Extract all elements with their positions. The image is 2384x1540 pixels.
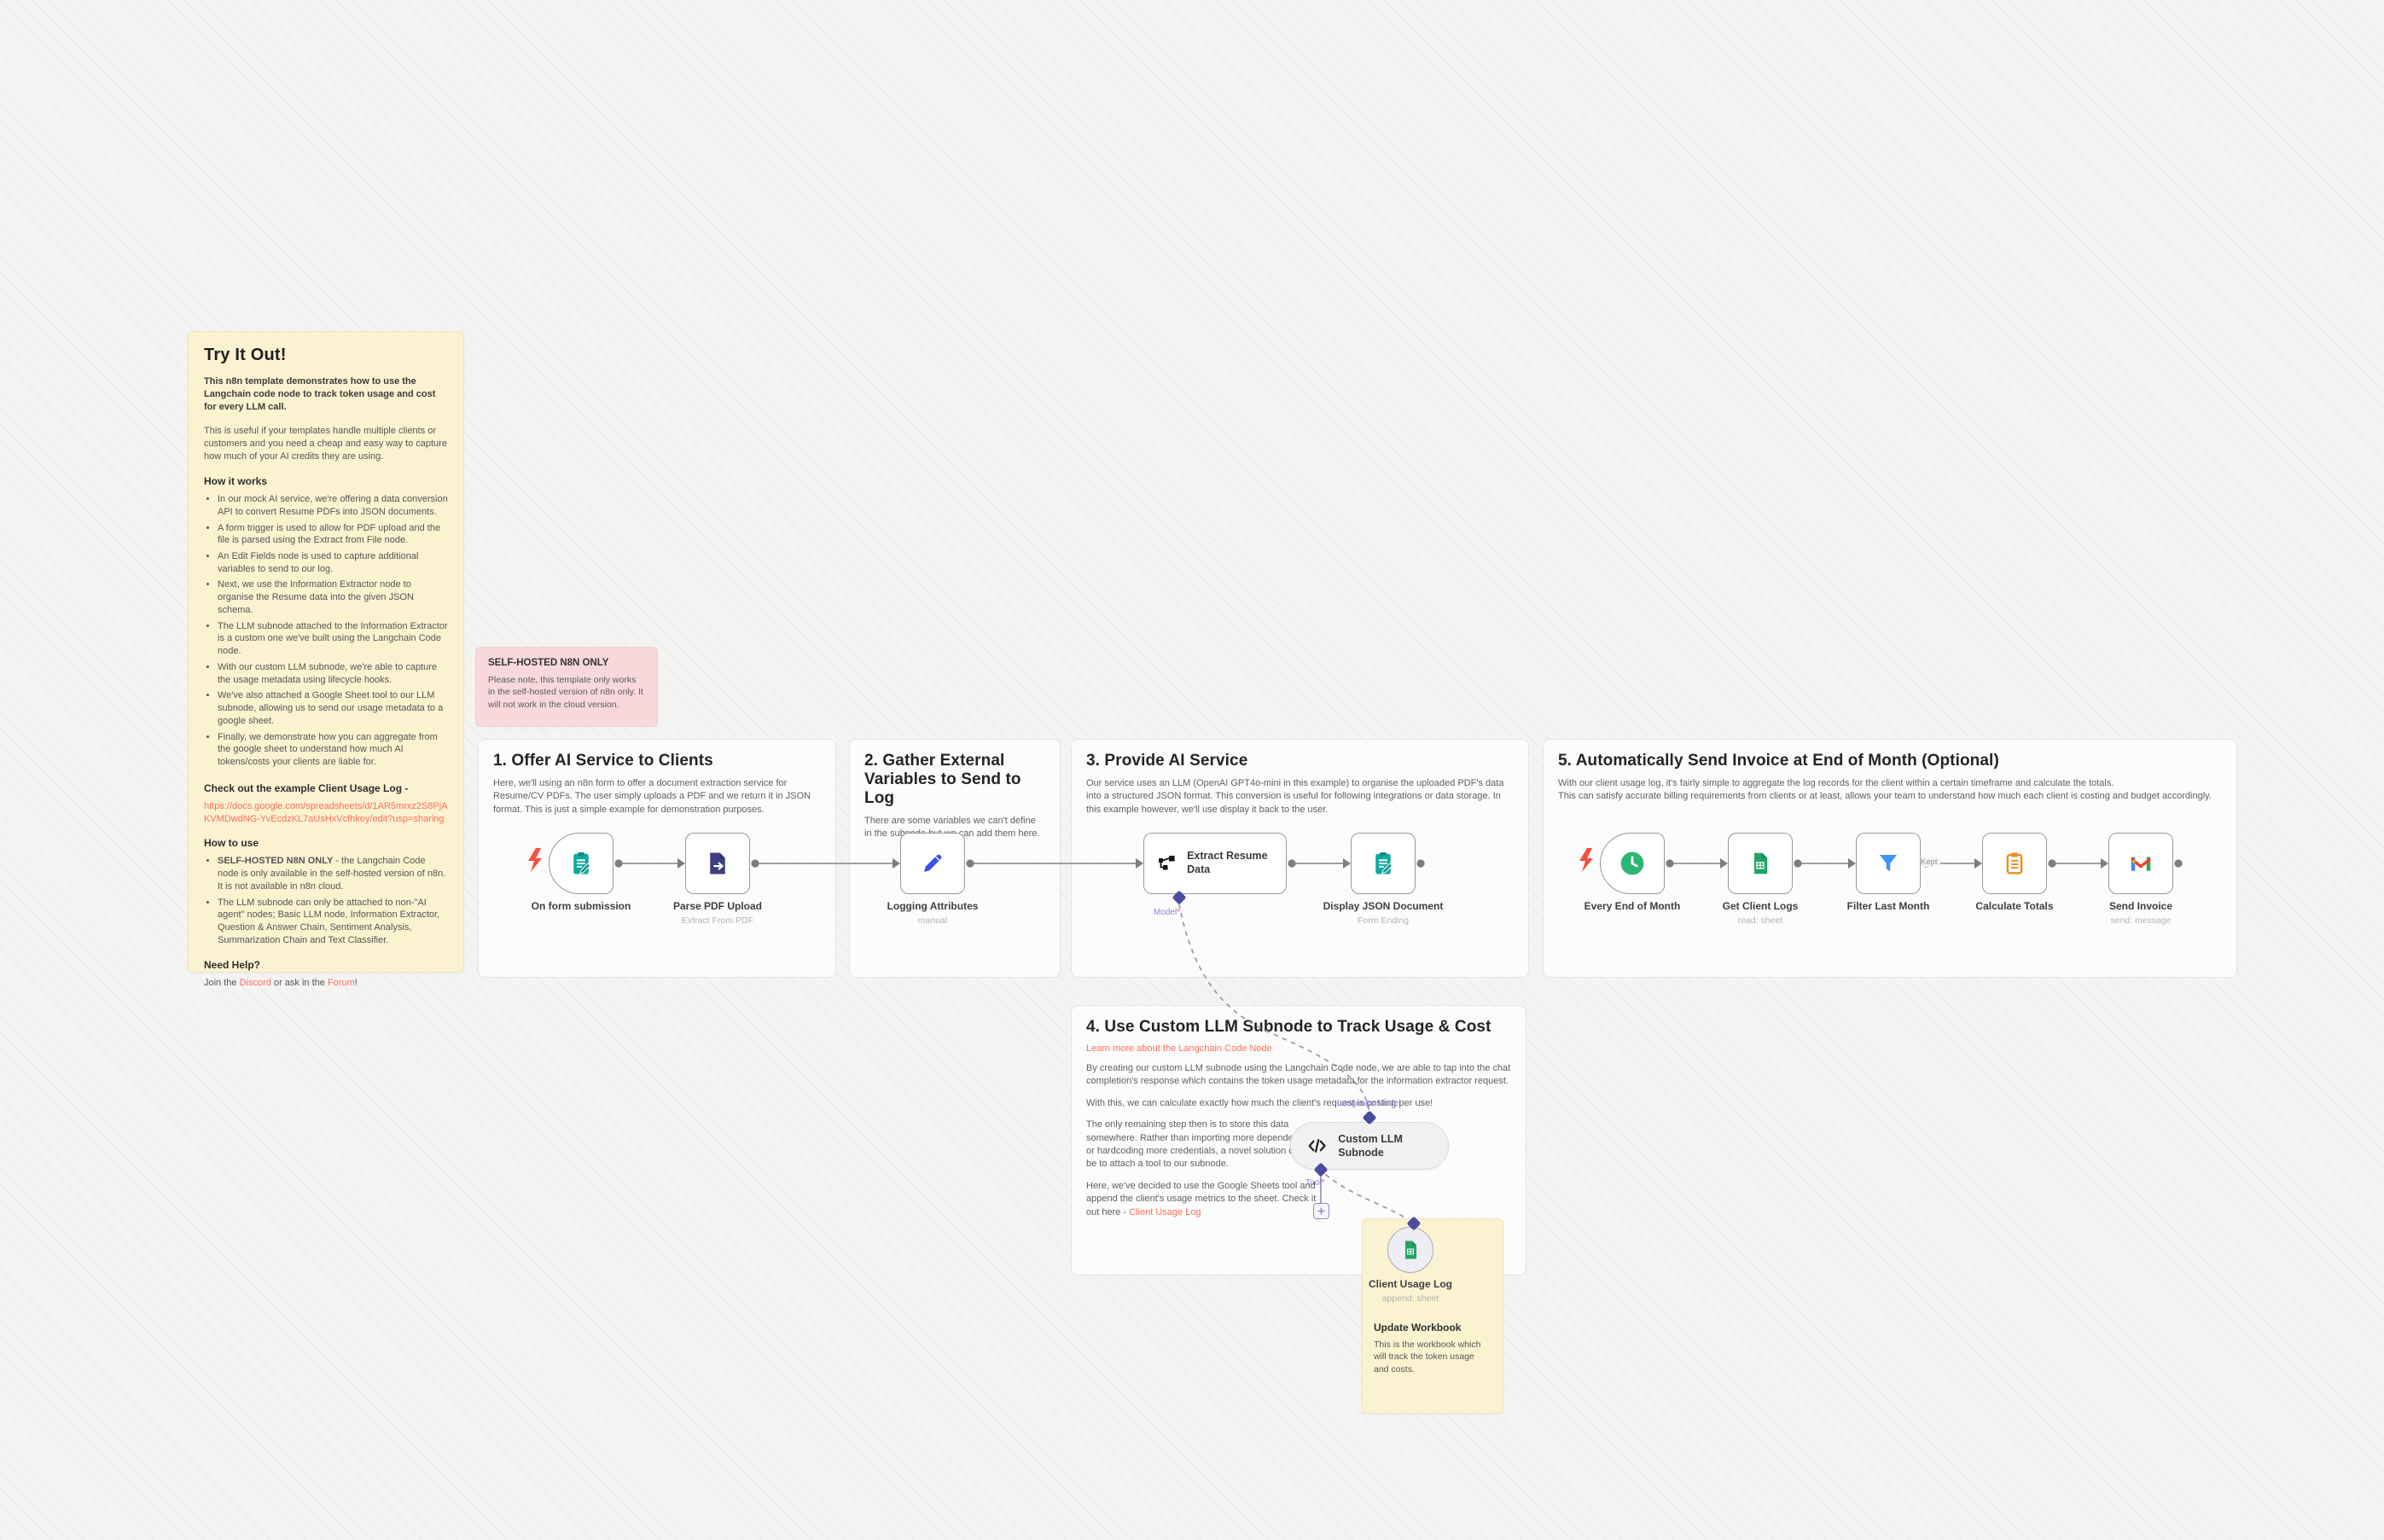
plus-icon: [1317, 1207, 1325, 1215]
need-help-line: Join the Discord or ask in the Forum!: [204, 977, 358, 988]
how-to-use-list: SELF-HOSTED N8N ONLY - the Langchain Cod…: [204, 855, 448, 946]
section-1-body: Here, we'll using an n8n form to offer a…: [493, 778, 811, 815]
note-heading-need-help: Need Help?: [204, 958, 261, 971]
section-panel-1[interactable]: 1. Offer AI Service to Clients Here, we'…: [478, 739, 836, 978]
section-5-title: 5. Automatically Send Invoice at End of …: [1558, 752, 1999, 770]
node-display-json-document[interactable]: Display JSON Document Form Ending: [1323, 833, 1443, 926]
section-panel-3[interactable]: 3. Provide AI Service Our service uses a…: [1071, 739, 1529, 978]
discord-link[interactable]: Discord: [239, 977, 271, 988]
section-3-title: 3. Provide AI Service: [1086, 752, 1248, 770]
node-get-client-logs[interactable]: Get Client Logs read: sheet: [1723, 833, 1798, 926]
langchain-code-node-link[interactable]: Learn more about the Langchain Code Node: [1086, 1043, 1272, 1054]
section-4-body-3: The only remaining step then is to store…: [1086, 1119, 1316, 1170]
section-3-body: Our service uses an LLM (OpenAI GPT4o-mi…: [1086, 778, 1504, 815]
filter-funnel-icon: [1880, 855, 1897, 872]
pink-note-body: Please note, this template only works in…: [488, 675, 643, 710]
code-icon: [1308, 1139, 1326, 1153]
node-logging-attributes[interactable]: Logging Attributes manual: [887, 833, 978, 926]
node-filter-last-month[interactable]: Filter Last Month: [1847, 833, 1929, 912]
section-panel-2[interactable]: 2. Gather External Variables to Send to …: [849, 739, 1061, 978]
filter-output-edge-label: Kept: [1918, 857, 1940, 867]
summarize-clipboard-icon: [2006, 852, 2023, 875]
section-4-body-1: By creating our custom LLM subnode using…: [1086, 1063, 1511, 1087]
section-4-body-2: With this, we can calculate exactly how …: [1086, 1097, 1433, 1108]
note-bullet: SELF-HOSTED N8N ONLY - the Langchain Cod…: [218, 855, 448, 892]
gmail-icon: [2131, 857, 2151, 871]
note-heading-example-log: Check out the example Client Usage Log -: [204, 782, 409, 794]
update-workbook-body: This is the workbook which will track th…: [1374, 1340, 1481, 1374]
google-sheets-icon: [1405, 1241, 1416, 1259]
edit-fields-pen-icon: [924, 854, 942, 872]
node-send-invoice[interactable]: Send Invoice send: message: [2108, 833, 2173, 926]
sticky-note-try-it-out[interactable]: Try It Out! This n8n template demonstrat…: [188, 331, 464, 988]
note-bullet: Finally, we demonstrate how you can aggr…: [218, 731, 448, 769]
note-bullet: In our mock AI service, we're offering a…: [218, 493, 448, 518]
node-on-form-submission[interactable]: On form submission: [532, 833, 631, 912]
section-4-body-4: Here, we've decided to use the Google Sh…: [1086, 1180, 1317, 1217]
note-bullet: A form trigger is used to allow for PDF …: [218, 522, 448, 547]
node-parse-pdf-upload[interactable]: Parse PDF Upload Extract From PDF: [673, 833, 762, 926]
note-bullet: We've also attached a Google Sheet tool …: [218, 689, 448, 727]
section-5-body: With our client usage log, it's fairly s…: [1558, 778, 2212, 802]
form-icon: [1375, 852, 1393, 875]
add-tool-button[interactable]: [1313, 1203, 1329, 1219]
tool-connector-label: Tool*: [1305, 1178, 1325, 1188]
information-extractor-icon: [1159, 855, 1175, 870]
language-model-connector-label: Language Model: [1337, 1099, 1401, 1108]
note-intro-bold: This n8n template demonstrates how to us…: [204, 376, 436, 413]
note-bullet: With our custom LLM subnode, we're able …: [218, 661, 448, 686]
note-title: Try It Out!: [204, 346, 287, 364]
update-workbook-title: Update Workbook: [1374, 1322, 1462, 1334]
form-trigger-icon: [573, 852, 591, 875]
section-4-title: 4. Use Custom LLM Subnode to Track Usage…: [1086, 1018, 1491, 1036]
node-calculate-totals[interactable]: Calculate Totals: [1975, 833, 2054, 912]
note-heading-how-to-use: How to use: [204, 837, 259, 850]
model-connector-label: Model*: [1154, 908, 1181, 917]
node-custom-llm-subnode[interactable]: Custom LLM Subnode: [1290, 1122, 1449, 1170]
extract-from-file-icon: [710, 852, 725, 875]
note-intro: This is useful if your templates handle …: [204, 425, 447, 462]
node-every-end-of-month[interactable]: Every End of Month: [1584, 833, 1680, 912]
note-bullet: Next, we use the Information Extractor n…: [218, 578, 448, 616]
how-it-works-list: In our mock AI service, we're offering a…: [204, 493, 448, 769]
schedule-clock-icon: [1620, 851, 1644, 875]
note-bullet: An Edit Fields node is used to capture a…: [218, 550, 448, 575]
section-2-title: 2. Gather External Variables to Send to …: [864, 752, 1021, 807]
sticky-note-self-hosted[interactable]: SELF-HOSTED N8N ONLY Please note, this t…: [475, 647, 658, 727]
node-client-usage-log[interactable]: Client Usage Log append: sheet: [1369, 1227, 1452, 1304]
note-bullet: The LLM subnode can only be attached to …: [218, 897, 448, 947]
client-usage-log-link[interactable]: Client Usage Log: [1129, 1206, 1201, 1217]
section-1-title: 1. Offer AI Service to Clients: [493, 752, 713, 770]
pink-note-title: SELF-HOSTED N8N ONLY: [488, 658, 609, 668]
node-extract-resume-data[interactable]: Extract Resume Data: [1143, 833, 1287, 894]
forum-link[interactable]: Forum: [327, 977, 355, 988]
example-log-link[interactable]: https://docs.google.com/spreadsheets/d/1…: [204, 800, 448, 824]
note-heading-how-it-works: How it works: [204, 475, 268, 488]
note-bullet: The LLM subnode attached to the Informat…: [218, 620, 448, 658]
google-sheets-icon: [1754, 852, 1768, 875]
